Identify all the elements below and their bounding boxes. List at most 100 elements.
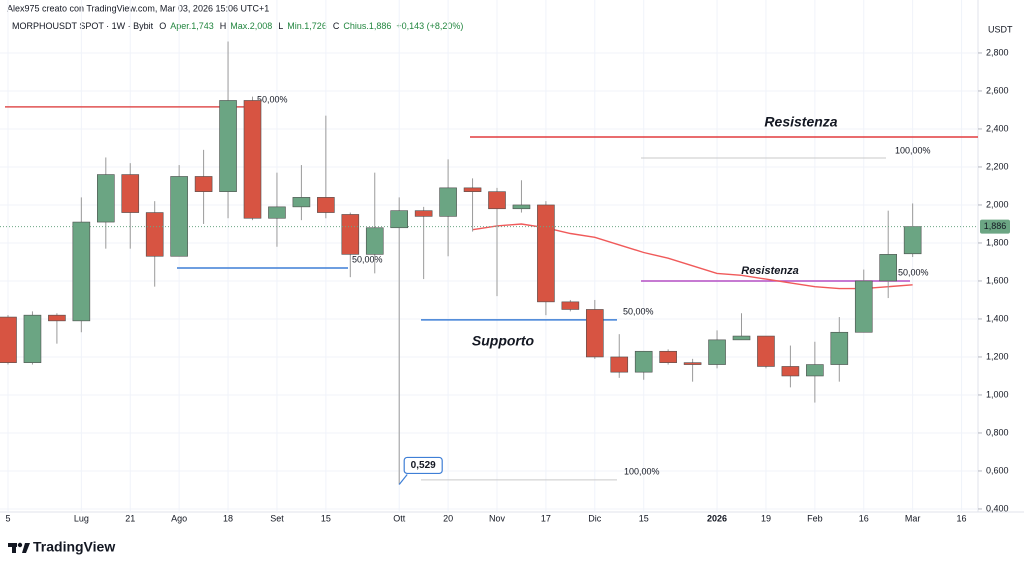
x-tick-label: 18 [223,513,233,523]
candle-body [317,197,335,213]
callout-pointer [398,474,408,485]
last-price-label: 1,886 [984,221,1007,231]
candle-body [732,335,751,341]
y-tick-label: 2,800 [986,47,1009,57]
y-unit: USDT [988,24,1013,34]
candle-body [194,176,213,192]
candle-body [903,226,922,255]
candle-body [145,212,164,257]
candle-body [585,309,604,358]
candle-body [683,362,702,365]
candle-body [879,254,898,282]
legend-item: Aper.1,743 [170,21,214,31]
last-price-box [980,219,1010,234]
level-label: Resistenza [741,265,798,277]
x-tick-label: Feb [807,513,823,523]
candle-body [341,214,360,255]
y-tick-label: 0,400 [986,503,1009,513]
candle-body [23,314,42,363]
candle-body [170,176,188,257]
candle-body [414,210,433,217]
callout-label: 0,529 [411,460,436,471]
level-sublabel: 50,00% [623,306,654,316]
x-tick-label: Set [270,513,284,523]
candle-body [72,221,91,322]
candle-body [561,301,580,310]
x-tick-label: 19 [761,513,771,523]
candle-body [365,227,384,255]
candle-body [243,100,262,219]
candle-body [830,331,849,365]
credit: Alex975 creato con TradingView.com, Mar … [7,3,269,13]
candle-body [121,174,140,213]
x-tick-label: Lug [74,513,89,523]
legend-item: Min.1,726 [287,21,327,31]
candle-body [806,364,824,377]
y-tick-label: 1,200 [986,351,1009,361]
y-tick-label: 1,400 [986,313,1009,323]
x-tick-label: Dic [588,513,601,523]
candle-body [219,100,237,192]
x-tick-label: 21 [125,513,135,523]
candle-body [0,316,17,363]
candle-body [463,187,482,192]
logo-shape [22,543,30,553]
level-label: Supporto [472,333,535,349]
x-tick-label: Mar [905,513,921,523]
level-sublabel: 50,00% [898,267,929,277]
x-tick-label: 15 [639,513,649,523]
y-tick-label: 1,800 [986,237,1009,247]
y-tick-label: 1,000 [986,389,1009,399]
legend-item: MORPHOUSDT SPOT · 1W · Bybit [12,21,154,31]
legend-item: C [333,21,340,31]
y-tick-label: 0,800 [986,427,1009,437]
candle-body [488,191,506,210]
legend-item: O [159,21,166,31]
x-tick-label: 20 [443,513,453,523]
y-tick-label: 2,400 [986,123,1009,133]
candle-body [634,350,653,373]
legend-item: L [278,21,283,31]
y-tick-label: 0,600 [986,465,1009,475]
symbol-legend: MORPHOUSDT SPOT · 1W · Bybit O Aper.1,743 H… [12,21,463,31]
level-label: 100,00% [624,466,660,476]
candle-body [537,204,555,303]
brand-logo: TradingView [8,539,115,555]
candle-body [390,210,409,229]
legend-item: Max.2,008 [230,21,272,31]
candle-body [268,206,286,219]
y-tick-label: 2,200 [986,161,1009,171]
candle-body [757,335,775,367]
legend-item: +0,143 (+8,20%) [396,21,463,31]
candle-body [610,356,629,373]
x-tick-label: 16 [859,513,869,523]
x-tick-label: 2026 [707,513,727,523]
candle-body [854,280,873,333]
x-tick-label: Ago [171,513,187,523]
x-tick-label: 5 [5,513,10,523]
legend-item: H [220,21,227,31]
x-tick-label: 16 [957,513,967,523]
callout-box [403,456,443,475]
x-tick-label: Ott [393,513,406,523]
y-tick-label: 2,600 [986,85,1009,95]
level-label: 100,00% [895,145,931,155]
level-label: 50,00% [257,94,288,104]
candle-body [708,339,726,365]
y-tick-label: 1,600 [986,275,1009,285]
logo-shape [12,543,16,553]
candle-body [659,350,677,363]
candle-body [97,174,115,223]
y-tick-label: 2,000 [986,199,1009,209]
candle-body [439,187,457,217]
legend-item: Chius.1,886 [343,21,391,31]
x-tick-label: 17 [541,513,551,523]
logo-shape [17,542,23,548]
level-label: 50,00% [352,254,383,264]
brand: TradingView [33,539,115,555]
x-tick-label: 15 [321,513,331,523]
x-tick-label: Nov [489,513,506,523]
candle-body [781,366,800,377]
